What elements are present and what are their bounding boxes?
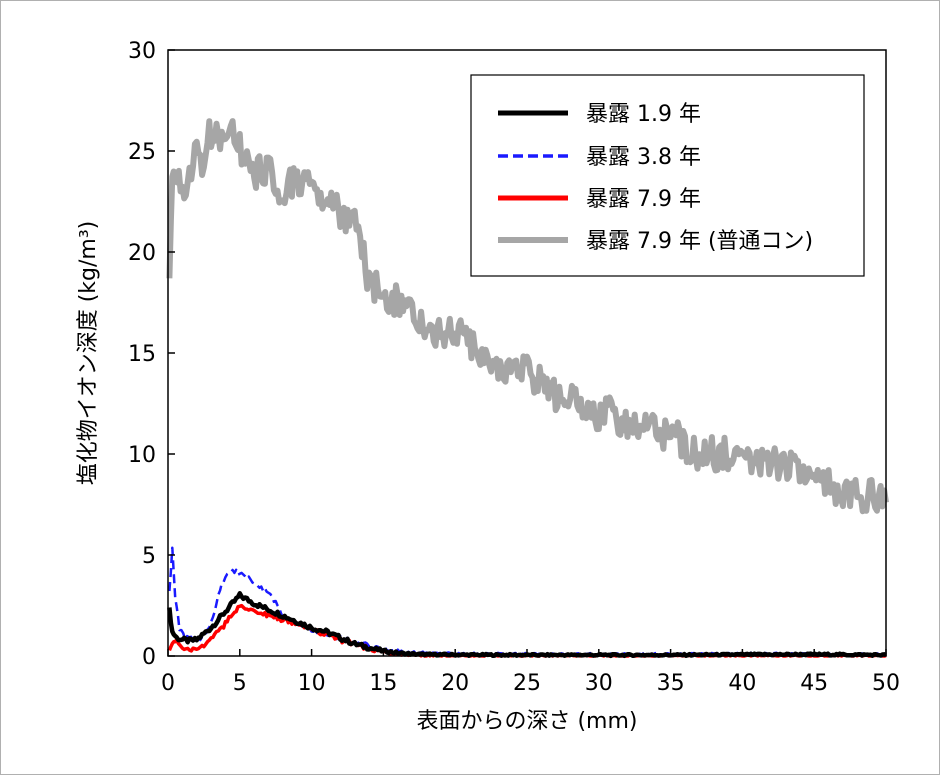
legend-label-7-9: 暴露 7.9 年: [586, 187, 701, 212]
legend: 暴露 1.9 年 暴露 3.8 年 暴露 7.9 年 暴露 7.9 年 (普通コ…: [470, 74, 865, 277]
x-tick-label: 20: [441, 671, 469, 696]
y-axis-label: 塩化物イオン深度 (kg/m³): [76, 221, 101, 486]
legend-label-1-9: 暴露 1.9 年: [586, 102, 701, 127]
x-tick-label: 5: [233, 671, 247, 696]
y-tick-label: 25: [128, 140, 156, 165]
x-tick-label: 0: [161, 671, 175, 696]
x-tick-label: 45: [800, 671, 828, 696]
x-tick-label: 15: [369, 671, 397, 696]
y-tick-label: 10: [128, 443, 156, 468]
series-line-1: [168, 546, 887, 657]
x-tick-label: 50: [872, 671, 900, 696]
x-tick-label: 35: [657, 671, 685, 696]
y-tick-label: 0: [142, 645, 156, 670]
y-tick-label: 20: [128, 241, 156, 266]
axis-layer: 0 5 10 15 20 25 30 35 40 45 50 0 5 10 15 20 25 30: [128, 39, 900, 696]
legend-label-3-8: 暴露 3.8 年: [586, 145, 701, 170]
series-line-0: [167, 591, 887, 659]
y-tick-label: 30: [128, 39, 156, 64]
series-line-3: [166, 118, 889, 515]
x-tick-label: 10: [298, 671, 326, 696]
x-tick-label: 30: [585, 671, 613, 696]
x-tick-label: 40: [728, 671, 756, 696]
legend-label-7-9-normal: 暴露 7.9 年 (普通コン): [586, 229, 813, 254]
x-axis-label: 表面からの深さ (mm): [416, 709, 637, 734]
y-tick-label: 5: [142, 544, 156, 569]
y-tick-label: 15: [128, 342, 156, 367]
x-tick-label: 25: [513, 671, 541, 696]
